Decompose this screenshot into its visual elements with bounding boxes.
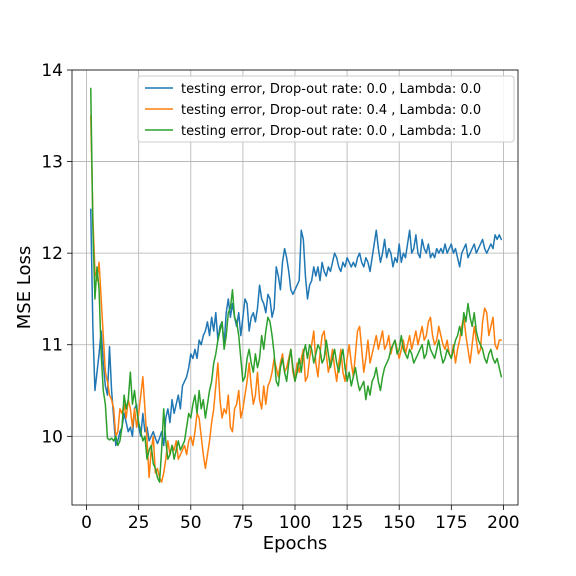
legend: testing error, Drop-out rate: 0.0 , Lamb…: [137, 75, 515, 143]
y-axis-title: MSE Loss: [14, 246, 35, 330]
x-axis-title: Epochs: [263, 533, 328, 554]
x-tick-label: 200: [487, 513, 519, 533]
legend-label-1: testing error, Drop-out rate: 0.0 , Lamb…: [181, 82, 481, 97]
y-axis: 10 11 12 13 14: [41, 61, 72, 447]
x-tick-label: 75: [232, 513, 254, 533]
x-tick-label: 25: [128, 513, 150, 533]
y-tick-label: 12: [41, 244, 63, 264]
series-layer: [90, 87, 503, 483]
x-tick-label: 100: [279, 513, 311, 533]
series-line-1: [90, 208, 503, 447]
legend-box: [137, 75, 515, 143]
x-tick-label: 0: [81, 513, 92, 533]
x-tick-label: 175: [435, 513, 467, 533]
y-tick-label: 13: [41, 153, 63, 173]
y-tick-label: 11: [41, 336, 63, 356]
x-axis: 0 25 50 75 100 125 150 175 200: [81, 505, 520, 533]
x-tick-label: 125: [331, 513, 363, 533]
y-tick-label: 10: [41, 427, 63, 447]
x-tick-label: 150: [383, 513, 415, 533]
legend-label-2: testing error, Drop-out rate: 0.4 , Lamb…: [181, 103, 481, 118]
x-tick-label: 50: [180, 513, 202, 533]
series-line-3: [90, 87, 503, 483]
y-tick-label: 14: [41, 61, 63, 81]
legend-label-3: testing error, Drop-out rate: 0.0 , Lamb…: [181, 124, 481, 139]
